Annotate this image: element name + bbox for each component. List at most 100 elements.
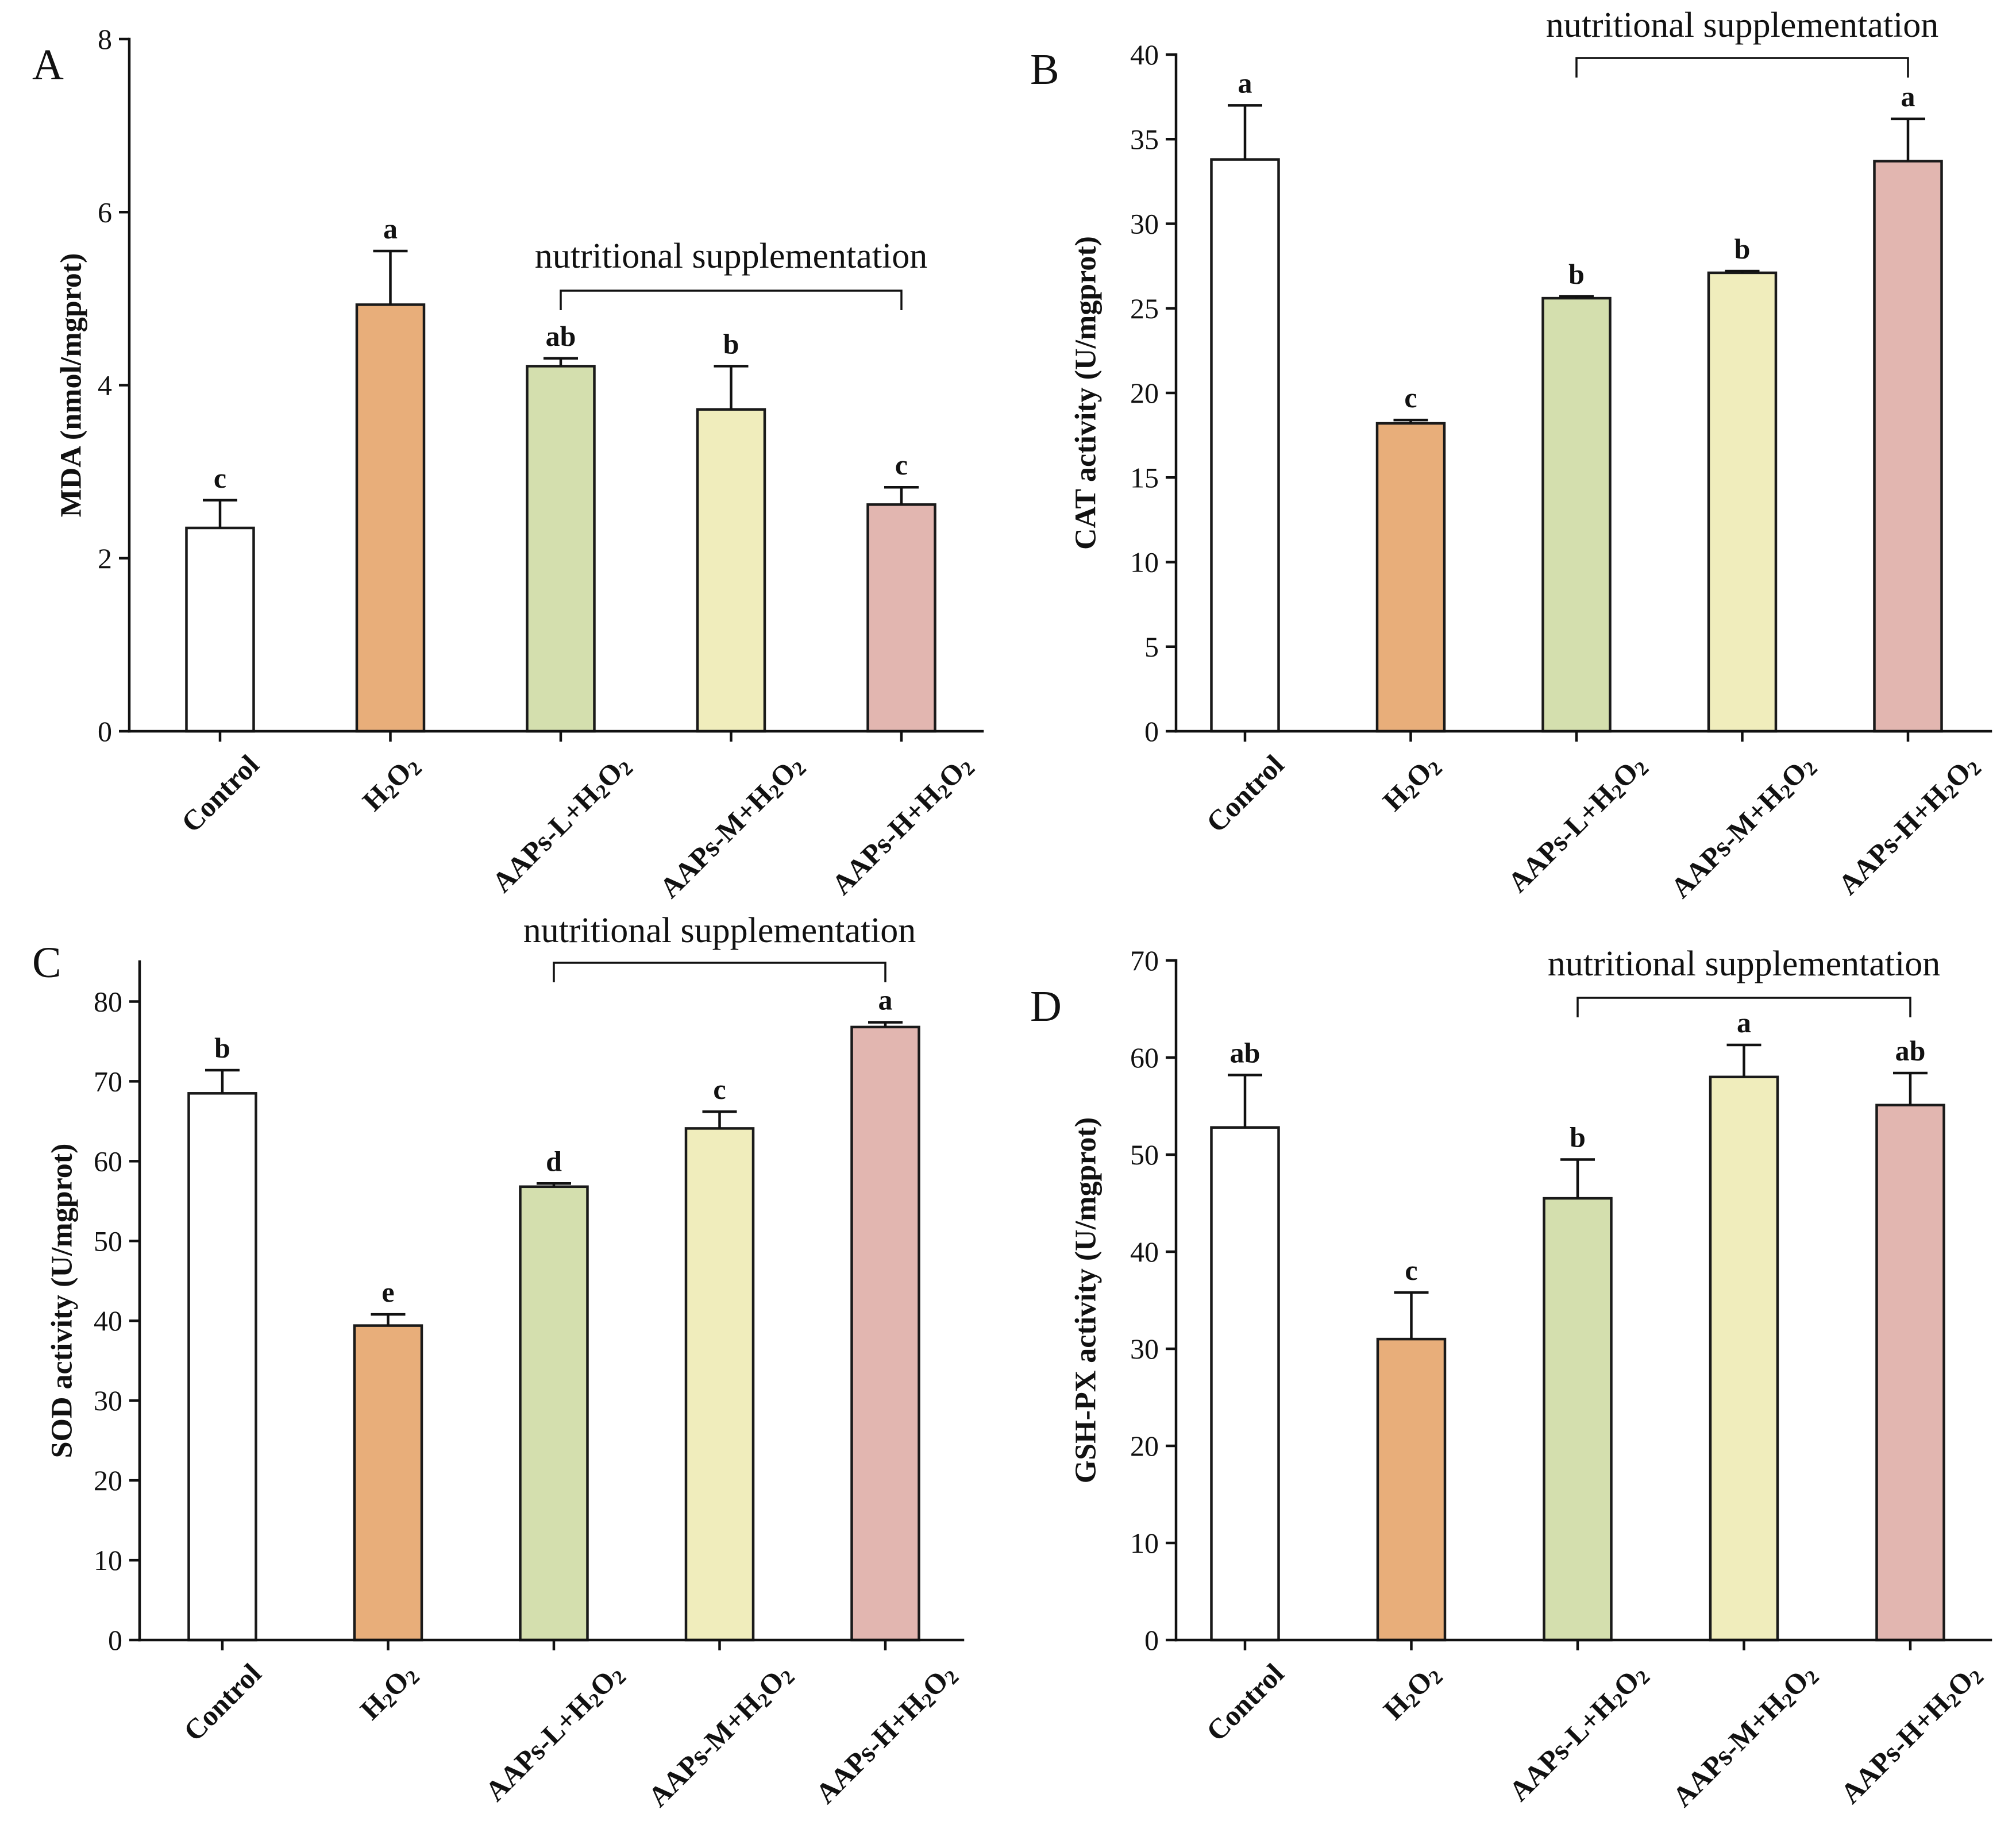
y-tick-label: 30 — [1130, 208, 1159, 240]
y-tick-label: 50 — [1130, 1139, 1159, 1171]
bar-h2o2 — [353, 1324, 423, 1642]
significance-letter: a — [1238, 67, 1252, 99]
bar-aaps-h-h2o2 — [850, 1025, 920, 1642]
significance-letter: d — [546, 1145, 562, 1177]
x-tick-label: AAPs-M+H2O2 — [1664, 748, 1822, 906]
y-tick-label: 20 — [1130, 1430, 1159, 1462]
bar-aaps-m-h2o2 — [696, 408, 766, 733]
bar-control — [1210, 1126, 1280, 1642]
significance-letter: c — [1405, 1254, 1417, 1286]
y-tick-label: 10 — [1130, 1527, 1159, 1559]
x-tick-label: H2O2 — [1377, 748, 1447, 819]
y-tick-label: 0 — [1144, 1624, 1159, 1656]
x-tick-label: Control — [1200, 1657, 1290, 1747]
supplementation-bracket — [560, 290, 903, 310]
bracket-label: nutritional supplementation — [523, 911, 916, 950]
x-tick-label: H2O2 — [1377, 1657, 1447, 1727]
supplementation-bracket — [553, 962, 886, 982]
label-text: Control — [178, 1657, 268, 1747]
x-tick-label: AAPs-L+H2O2 — [1502, 1657, 1654, 1809]
x-tick-label: AAPs-L+H2O2 — [1501, 748, 1653, 900]
x-tick-label: AAPs-L+H2O2 — [479, 1657, 630, 1809]
y-tick-label: 40 — [1130, 1236, 1159, 1268]
bracket-label: nutritional supplementation — [1546, 6, 1939, 45]
y-tick-label: 70 — [94, 1065, 122, 1097]
significance-letter: c — [713, 1073, 726, 1105]
y-tick-label: 2 — [98, 542, 112, 574]
y-tick-label: 10 — [1130, 546, 1159, 578]
significance-letter: b — [214, 1032, 230, 1064]
significance-letter: e — [381, 1276, 394, 1308]
y-tick-label: 60 — [94, 1145, 122, 1177]
x-tick-label: AAPs-M+H2O2 — [653, 748, 811, 906]
y-tick-label: 0 — [1144, 715, 1159, 747]
significance-letter: c — [1404, 381, 1417, 414]
panel-a: Ac a ab b c 0 2 4 6 8 Control H2O2 AAPs-L+H2O2AAPs-M… — [32, 23, 984, 906]
x-tick-label: Control — [1200, 748, 1290, 839]
y-tick-label: 8 — [98, 23, 112, 55]
y-tick-label: 40 — [1130, 38, 1159, 71]
y-tick-label: 15 — [1130, 461, 1159, 493]
x-tick-label: Control — [175, 748, 265, 839]
significance-letter: b — [1734, 233, 1751, 265]
bar-h2o2 — [1376, 1337, 1447, 1642]
significance-letter: ab — [1895, 1035, 1926, 1067]
supplementation-bracket — [1576, 997, 1911, 1017]
label-text: Control — [1200, 1657, 1290, 1747]
bar-aaps-m-h2o2 — [1709, 1075, 1779, 1642]
panel-c: Cb e d c a 0 10 20 30 40 50 60 70 80 Control H2O2 AAPs-L… — [32, 911, 965, 1813]
significance-letter: c — [214, 462, 226, 494]
panel-d: Dab c b a ab 0 10 20 30 40 50 60 70 Control H2O2 AAPs-L… — [1030, 944, 1992, 1815]
significance-letter: b — [723, 327, 739, 360]
x-tick-label: Control — [178, 1657, 268, 1747]
y-tick-label: 20 — [94, 1464, 122, 1496]
y-tick-label: 0 — [108, 1624, 122, 1656]
bar-aaps-h-h2o2 — [1873, 160, 1943, 733]
y-axis-title: CAT activity (U/mgprot) — [1070, 236, 1103, 550]
y-tick-label: 6 — [98, 196, 112, 228]
y-tick-label: 35 — [1130, 123, 1159, 155]
label-text: AAPs-L+H — [479, 1687, 599, 1807]
label-text: Control — [1200, 748, 1290, 839]
label-text: AAPs-H+H — [1832, 778, 1954, 901]
significance-letter: ab — [1230, 1036, 1261, 1068]
bar-control — [1210, 158, 1280, 733]
significance-letter: c — [895, 449, 908, 481]
bracket-label: nutritional supplementation — [1548, 944, 1941, 983]
bar-h2o2 — [355, 303, 426, 733]
label-text: Control — [175, 748, 265, 839]
y-tick-label: 25 — [1130, 292, 1159, 325]
label-text: AAPs-M+H — [642, 1687, 768, 1813]
y-tick-label: 10 — [94, 1544, 122, 1576]
bar-aaps-l-h2o2 — [1543, 1197, 1613, 1642]
bar-control — [187, 1092, 257, 1642]
y-tick-label: 50 — [94, 1225, 122, 1257]
y-axis-title: GSH-PX activity (U/mgprot) — [1070, 1117, 1103, 1483]
x-tick-label: AAPs-H+H2O2 — [825, 748, 979, 902]
significance-letter: a — [1901, 80, 1915, 113]
label-text: AAPs-L+H — [485, 778, 606, 898]
x-tick-label: AAPs-M+H2O2 — [1666, 1657, 1824, 1815]
y-tick-label: 4 — [98, 369, 112, 402]
significance-letter: ab — [546, 320, 576, 352]
bar-aaps-h-h2o2 — [866, 503, 936, 733]
y-tick-label: 40 — [94, 1305, 122, 1337]
label-text: AAPs-M+H — [1664, 778, 1790, 904]
bar-aaps-m-h2o2 — [1707, 271, 1778, 733]
panel-label: C — [32, 939, 61, 987]
bar-control — [185, 526, 255, 733]
y-tick-label: 30 — [94, 1384, 122, 1417]
y-tick-label: 20 — [1130, 377, 1159, 409]
panel-label: A — [32, 41, 64, 89]
bracket-label: nutritional supplementation — [535, 237, 928, 276]
y-axis-title: SOD activity (U/mgprot) — [46, 1144, 79, 1459]
panel-label: D — [1030, 982, 1062, 1031]
significance-letter: b — [1570, 1121, 1586, 1153]
x-tick-label: AAPs-H+H2O2 — [1834, 1657, 1988, 1811]
label-text: AAPs-L+H — [1502, 1687, 1622, 1807]
x-tick-label: AAPs-H+H2O2 — [809, 1657, 963, 1811]
bar-h2o2 — [1375, 422, 1446, 733]
